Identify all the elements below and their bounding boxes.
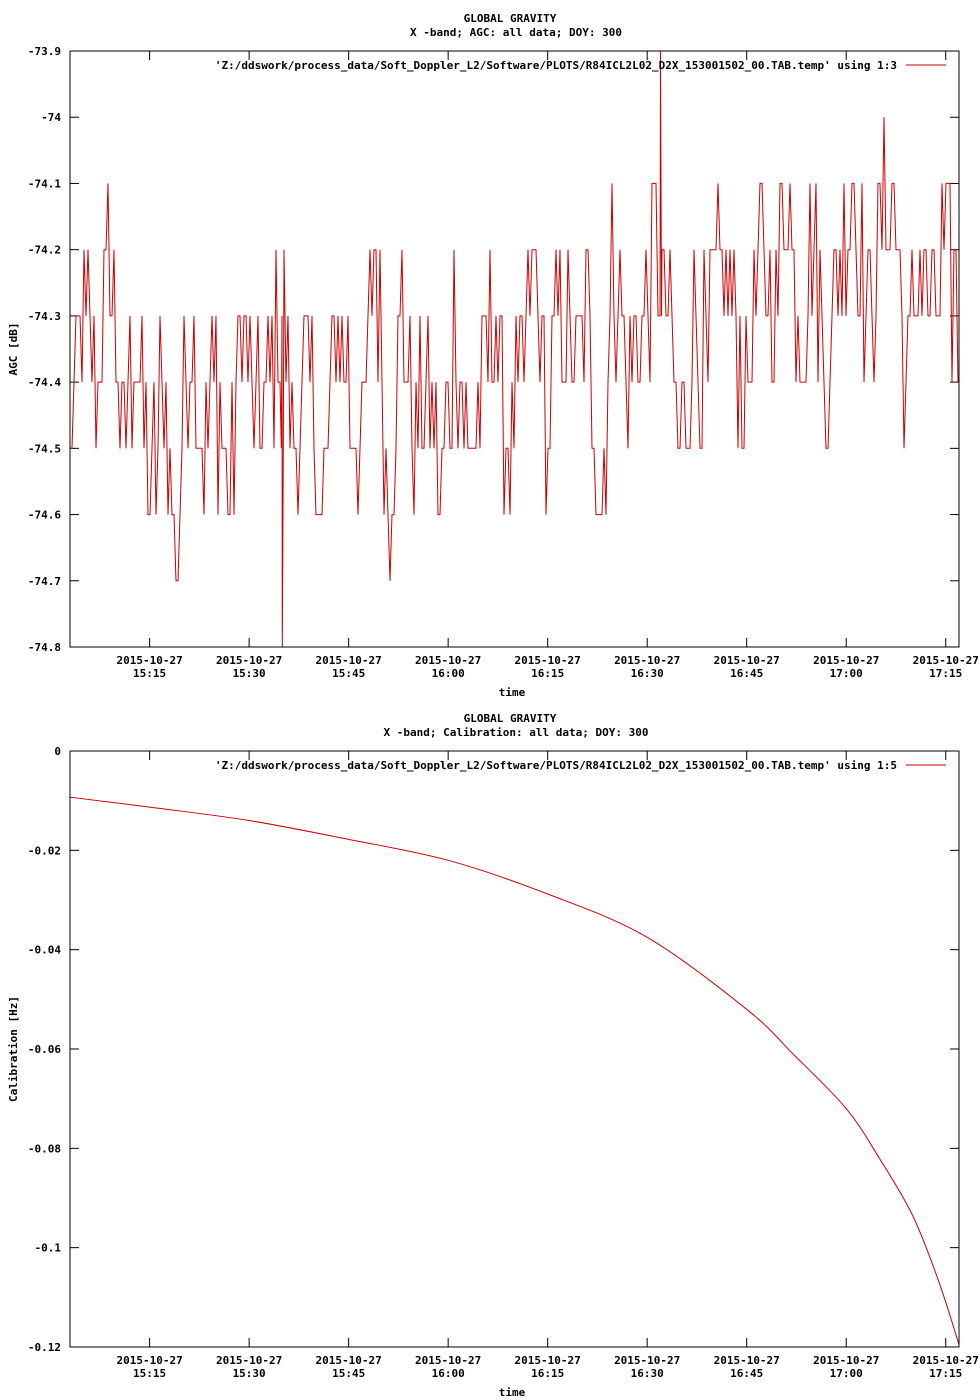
x-tick-date-label: 2015-10-27 [614, 654, 680, 667]
x-tick-time-label: 17:15 [929, 1367, 962, 1380]
y-tick-label: -0.1 [35, 1242, 62, 1255]
x-tick-time-label: 16:00 [432, 667, 465, 680]
y-tick-label: -74.3 [28, 310, 61, 323]
y-tick-label: -74.1 [28, 177, 61, 190]
calibration-legend-label: 'Z:/ddswork/process_data/Soft_Doppler_L2… [215, 759, 897, 772]
calibration-y-ticks: 0 -0.02 -0.04 -0.06 -0.08 -0.1 -0.12 [28, 745, 959, 1354]
x-tick-date-label: 2015-10-27 [813, 654, 879, 667]
x-tick-date-label: 2015-10-27 [415, 1354, 481, 1367]
x-tick-time-label: 15:30 [233, 667, 266, 680]
y-tick-label: -0.12 [28, 1341, 61, 1354]
x-tick-date-label: 2015-10-27 [116, 1354, 182, 1367]
x-tick-time-label: 16:30 [631, 667, 664, 680]
x-tick-date-label: 2015-10-27 [813, 1354, 879, 1367]
x-tick-date-label: 2015-10-27 [515, 1354, 581, 1367]
x-tick-date-label: 2015-10-27 [614, 1354, 680, 1367]
y-tick-label: -0.04 [28, 944, 61, 957]
x-tick-time-label: 15:15 [133, 667, 166, 680]
x-tick-time-label: 16:15 [531, 1367, 564, 1380]
agc-chart: GLOBAL GRAVITY X -band; AGC: all data; D… [7, 12, 979, 699]
x-tick-time-label: 15:45 [332, 1367, 365, 1380]
y-tick-label: -74.6 [28, 509, 61, 522]
calibration-x-axis-label: time [499, 1386, 526, 1399]
x-tick-time-label: 17:15 [929, 667, 962, 680]
agc-y-axis-label: AGC [dB] [7, 323, 20, 376]
y-tick-label: -74.2 [28, 244, 61, 257]
y-tick-label: -0.08 [28, 1142, 61, 1155]
agc-plot-frame [69, 50, 960, 648]
y-tick-label: -0.02 [28, 844, 61, 857]
calibration-x-ticks: 2015-10-2715:152015-10-2715:302015-10-27… [116, 751, 979, 1380]
x-tick-time-label: 16:15 [531, 667, 564, 680]
y-tick-label: -0.06 [28, 1043, 61, 1056]
x-tick-time-label: 15:30 [233, 1367, 266, 1380]
x-tick-time-label: 15:15 [133, 1367, 166, 1380]
y-tick-label: -74.7 [28, 575, 61, 588]
agc-chart-title: GLOBAL GRAVITY [464, 12, 557, 25]
agc-y-ticks: -73.9 -74 -74.1 -74.2 -74.3 -74.4 -74.5 -74.6 -7… [28, 45, 959, 654]
y-tick-label: -74.4 [28, 376, 61, 389]
agc-x-axis-label: time [499, 686, 526, 699]
x-tick-time-label: 17:00 [830, 667, 863, 680]
agc-chart-subtitle: X -band; AGC: all data; DOY: 300 [410, 26, 622, 39]
x-tick-date-label: 2015-10-27 [515, 654, 581, 667]
calibration-chart-subtitle: X -band; Calibration: all data; DOY: 300 [384, 726, 649, 739]
calibration-plot-frame [69, 750, 960, 1348]
y-tick-label: -74.5 [28, 442, 61, 455]
calibration-y-axis-label: Calibration [Hz] [7, 996, 20, 1102]
x-tick-time-label: 15:45 [332, 667, 365, 680]
x-tick-date-label: 2015-10-27 [913, 1354, 979, 1367]
x-tick-date-label: 2015-10-27 [316, 654, 382, 667]
y-tick-label: -74.8 [28, 641, 61, 654]
x-tick-date-label: 2015-10-27 [116, 654, 182, 667]
x-tick-date-label: 2015-10-27 [216, 654, 282, 667]
x-tick-time-label: 16:00 [432, 1367, 465, 1380]
x-tick-date-label: 2015-10-27 [714, 654, 780, 667]
x-tick-time-label: 16:30 [631, 1367, 664, 1380]
agc-legend-label: 'Z:/ddswork/process_data/Soft_Doppler_L2… [215, 59, 897, 72]
calibration-series-line [69, 796, 960, 1345]
agc-x-ticks: 2015-10-2715:152015-10-2715:302015-10-27… [116, 51, 979, 680]
x-tick-date-label: 2015-10-27 [714, 1354, 780, 1367]
x-tick-time-label: 16:45 [730, 667, 763, 680]
x-tick-time-label: 16:45 [730, 1367, 763, 1380]
x-tick-date-label: 2015-10-27 [415, 654, 481, 667]
agc-series-line [70, 50, 959, 648]
y-tick-label: -74 [41, 111, 61, 124]
y-tick-label: -73.9 [28, 45, 61, 58]
y-tick-label: 0 [54, 745, 61, 758]
x-tick-date-label: 2015-10-27 [316, 1354, 382, 1367]
x-tick-date-label: 2015-10-27 [216, 1354, 282, 1367]
x-tick-time-label: 17:00 [830, 1367, 863, 1380]
calibration-series-layer [69, 796, 960, 1345]
calibration-chart-title: GLOBAL GRAVITY [464, 712, 557, 725]
calibration-chart: GLOBAL GRAVITY X -band; Calibration: all… [7, 712, 979, 1399]
agc-series-layer [70, 50, 959, 648]
x-tick-date-label: 2015-10-27 [913, 654, 979, 667]
